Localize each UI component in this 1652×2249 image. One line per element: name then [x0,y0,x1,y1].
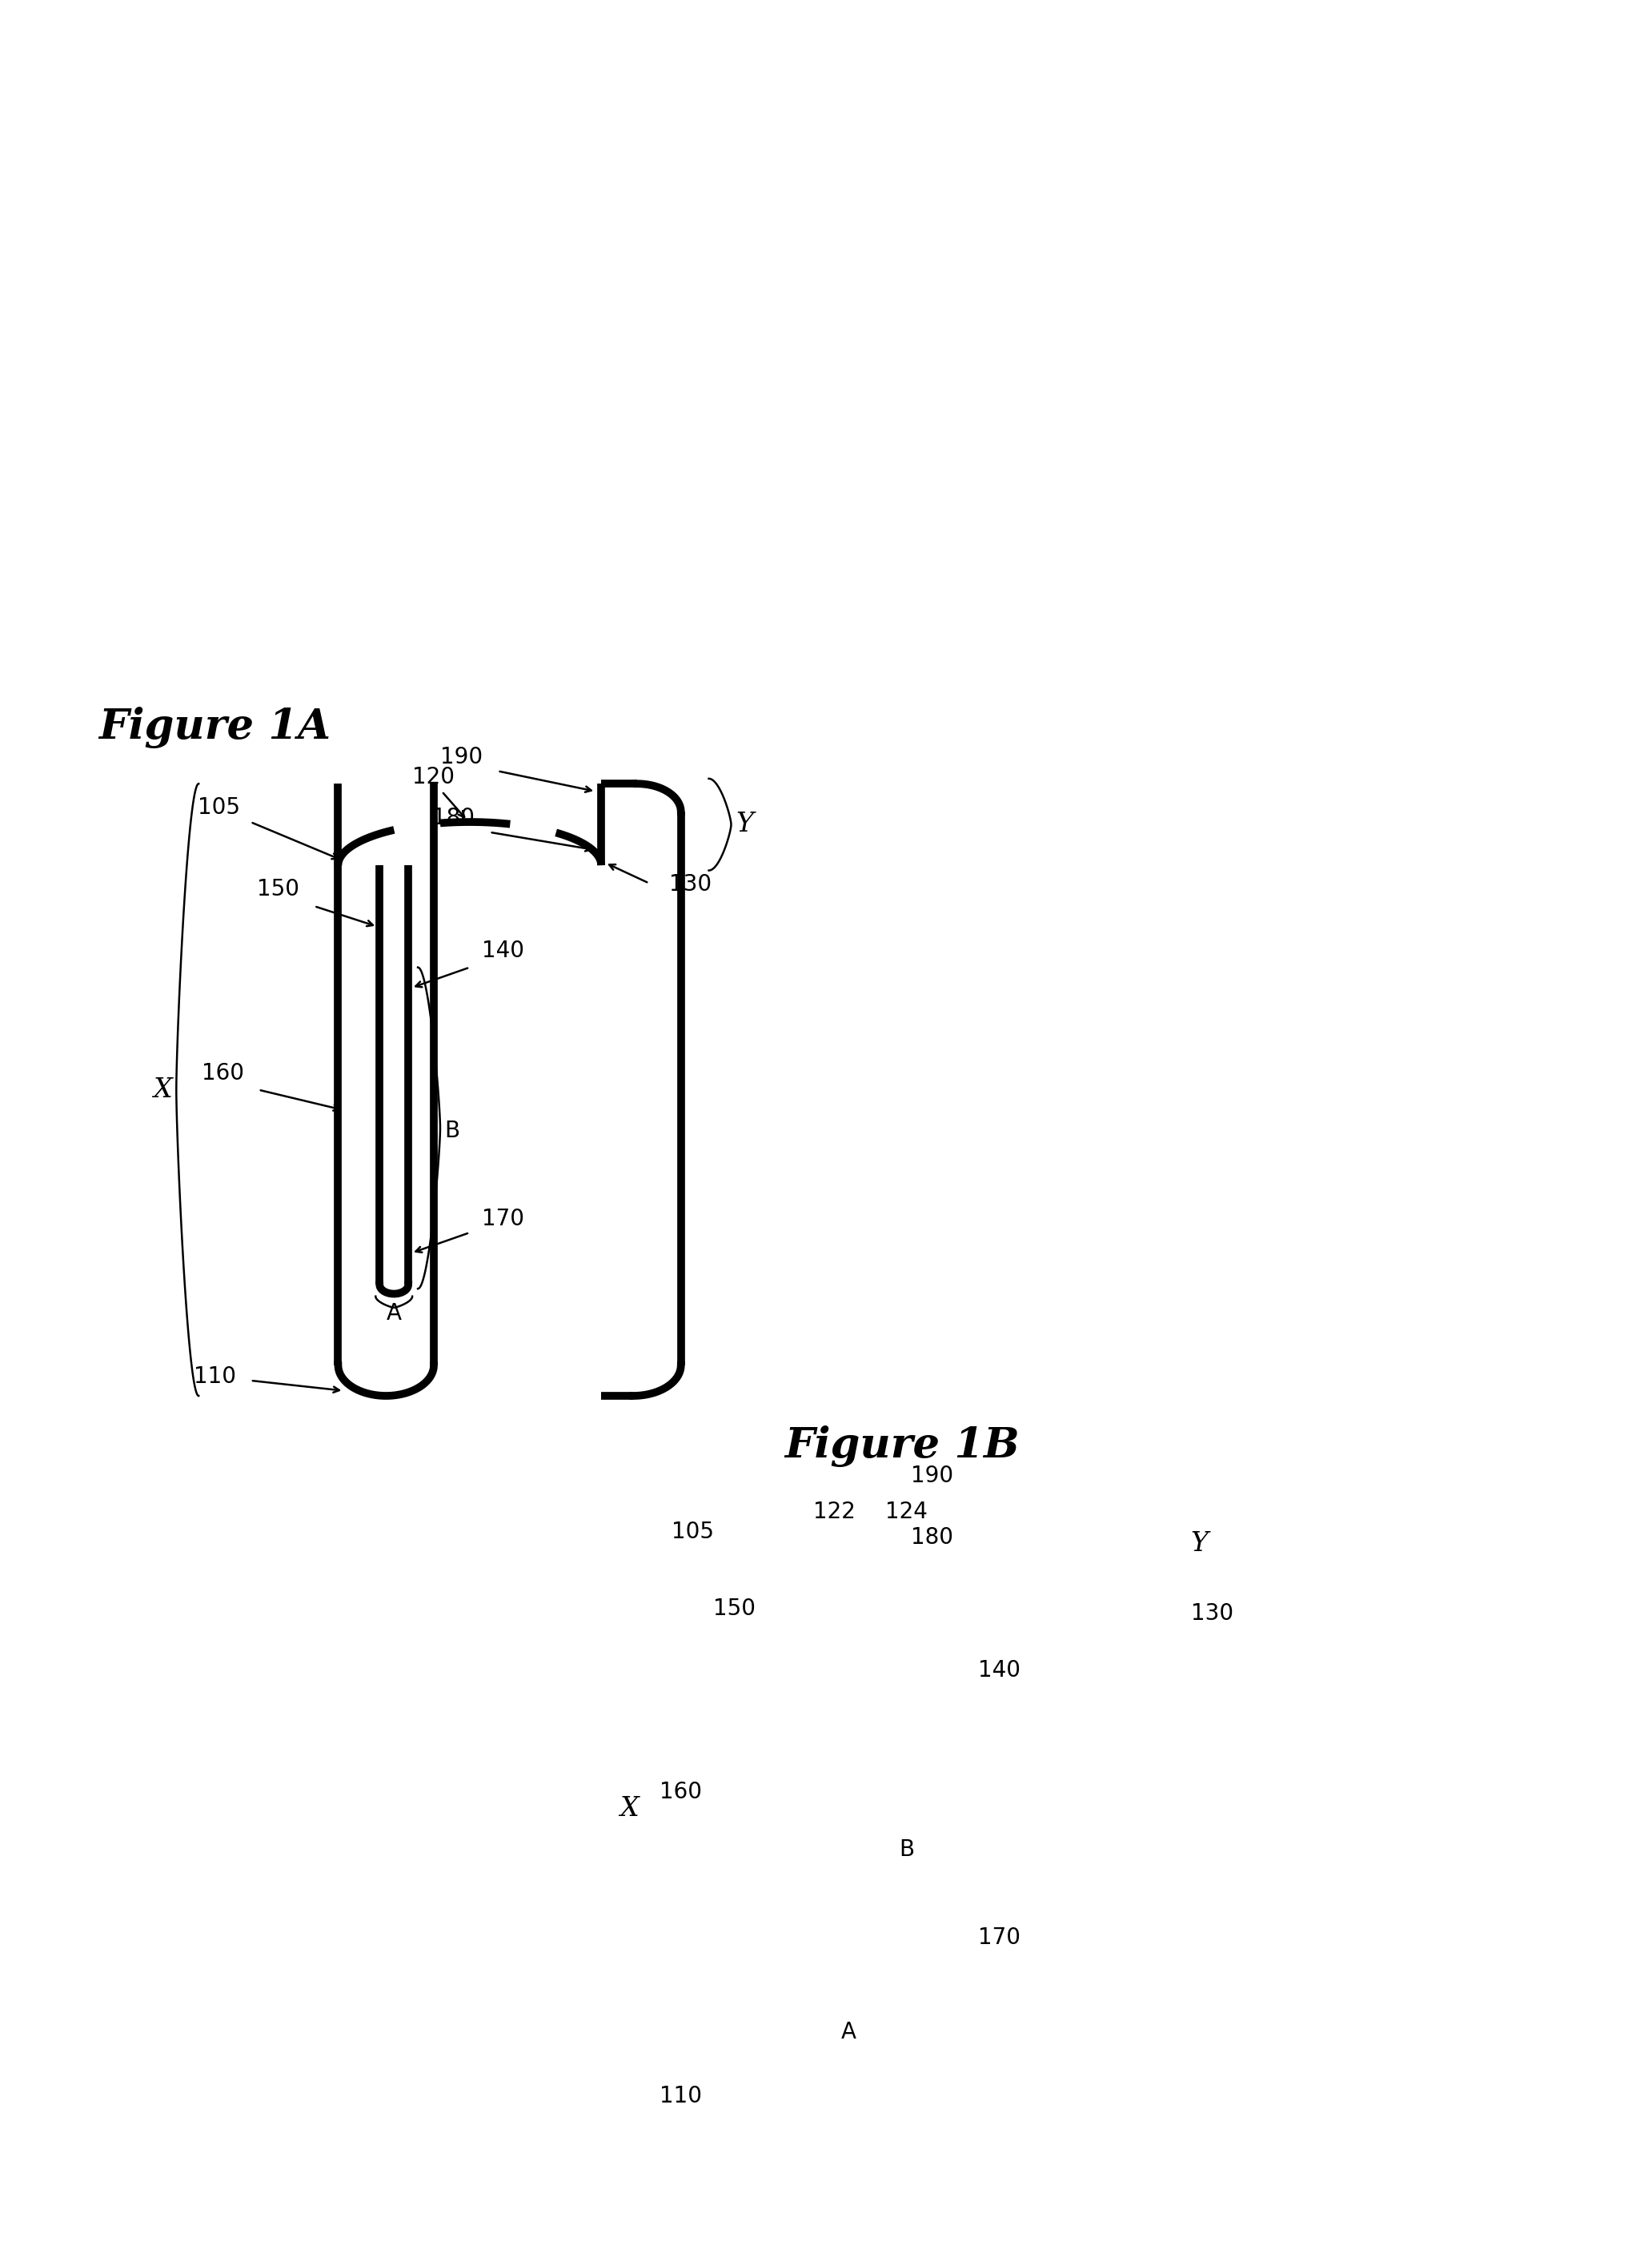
Text: 180: 180 [910,1527,953,1550]
Text: 160: 160 [202,1062,244,1084]
Text: A: A [841,2022,856,2044]
Text: 110: 110 [659,2085,702,2107]
Text: Y: Y [1189,1532,1208,1556]
Text: 190: 190 [441,747,482,769]
Text: 120: 120 [413,767,454,789]
Text: 190: 190 [910,1464,953,1487]
Text: 122: 122 [813,1500,856,1523]
Text: Figure 1A: Figure 1A [99,706,330,749]
Text: 105: 105 [197,796,240,819]
Text: 110: 110 [193,1365,236,1388]
Text: B: B [444,1120,459,1142]
Text: 130: 130 [669,873,712,895]
Text: B: B [899,1840,914,1860]
Text: 150: 150 [258,879,299,902]
Text: 124: 124 [885,1500,928,1523]
Text: 130: 130 [1191,1604,1234,1626]
Text: 170: 170 [978,1927,1021,1950]
Text: 180: 180 [433,807,474,830]
Text: 150: 150 [714,1597,755,1619]
Text: A: A [387,1302,401,1325]
Text: Y: Y [735,812,753,837]
Text: 170: 170 [482,1208,524,1230]
Text: 160: 160 [659,1781,702,1804]
Text: X: X [154,1077,172,1102]
Text: 105: 105 [672,1520,714,1543]
Text: Figure 1B: Figure 1B [785,1426,1019,1466]
Text: X: X [620,1797,639,1822]
Text: 140: 140 [978,1660,1021,1682]
Text: 140: 140 [482,940,524,963]
